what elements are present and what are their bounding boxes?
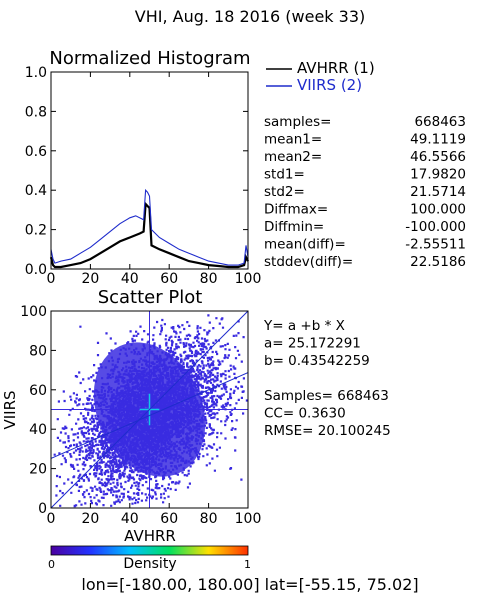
density-colorbar-max-label: 1 — [244, 558, 251, 571]
scatter-x-tick-label: 20 — [81, 511, 99, 527]
regression-text-line: a= 25.172291 — [264, 336, 361, 352]
regression-text-line: Samples= 668463 — [264, 388, 389, 404]
histogram-y-tick-label: 0.2 — [25, 223, 47, 239]
scatter-x-tick-label: 0 — [47, 511, 56, 527]
statistics-block: samples= 668463 mean1= 49.1119 mean2= 46.5566… — [264, 114, 466, 270]
scatter-x-tick-label: 60 — [160, 511, 178, 527]
histogram-x-tick-label: 0 — [47, 271, 56, 287]
histogram-axis-ticks: 0 20 40 60 80 100 0.0 0.2 0.4 0.6 0.8 1.0 — [25, 65, 262, 287]
histogram-x-tick-label: 80 — [200, 271, 218, 287]
stat-value: 49.1119 — [410, 132, 466, 148]
regression-text-line: RMSE= 20.100245 — [264, 423, 391, 439]
scatter-y-tick-label: 0 — [38, 501, 47, 517]
scatter-x-axis-label: AVHRR — [124, 527, 176, 545]
stat-label: mean1= — [264, 132, 322, 148]
histogram-y-tick-label: 0.4 — [25, 183, 47, 199]
density-colorbar-title: Density — [123, 556, 176, 572]
scatter-panel: Scatter Plot 0 20 40 60 80 100 0 20 40 60 80 100 AV… — [1, 287, 261, 545]
legend-viirs-label: VIIRS (2) — [297, 76, 362, 94]
histogram-x-tick-label: 60 — [160, 271, 178, 287]
regression-text-line: b= 0.43542259 — [264, 353, 370, 369]
stat-value: 100.000 — [410, 202, 466, 218]
stat-label: mean2= — [264, 149, 322, 165]
scatter-one-to-one-line — [51, 311, 248, 508]
histogram-panel: Normalized Histogram 0 20 40 60 80 1000.00.20… — [25, 48, 375, 287]
stat-label: mean(diff)= — [264, 237, 346, 253]
density-colorbar-min-label: 0 — [48, 558, 55, 571]
stat-value: -2.55511 — [405, 237, 466, 253]
legend-avhrr-label: AVHRR (1) — [297, 59, 375, 77]
scatter-axis-ticks: 0 20 40 60 80 100 0 20 40 60 80 100 — [20, 304, 261, 527]
figure-title: VHI, Aug. 18 2016 (week 33) — [135, 7, 366, 26]
density-colorbar-gradient — [50, 545, 249, 556]
histogram-series-group — [49, 188, 249, 269]
scatter-y-axis-label: VIIRS — [1, 390, 19, 429]
scatter-title: Scatter Plot — [98, 287, 203, 308]
stat-value: 21.5714 — [410, 184, 466, 200]
scatter-points-group — [51, 311, 248, 508]
stat-label: std2= — [264, 184, 305, 200]
histogram-title: Normalized Histogram — [49, 48, 250, 69]
regression-text-line: Y= a +b * X — [263, 318, 345, 334]
stat-label: stddev(diff)= — [264, 254, 353, 270]
histogram-x-tick-label: 20 — [81, 271, 99, 287]
histogram-y-tick-label: 0.6 — [25, 144, 47, 160]
scatter-x-tick-label: 100 — [235, 511, 262, 527]
stat-label: Diffmax= — [264, 202, 328, 218]
stat-value: 17.9820 — [410, 167, 466, 183]
stat-value: 668463 — [414, 114, 466, 130]
histogram-x-tick-label: 100 — [235, 271, 262, 287]
scatter-y-tick-label: 100 — [20, 304, 47, 320]
histogram-y-tick-label: 1.0 — [25, 65, 47, 81]
stat-value: 46.5566 — [410, 149, 466, 165]
scatter-regression-line — [51, 372, 248, 459]
stat-label: std1= — [264, 167, 305, 183]
histogram-series-line-avhrr — [49, 201, 249, 269]
histogram-y-tick-label: 0.8 — [25, 104, 47, 120]
scatter-y-tick-label: 80 — [29, 343, 47, 359]
scatter-y-tick-label: 60 — [29, 383, 47, 399]
stat-value: 22.5186 — [410, 254, 466, 270]
stat-label: Diffmin= — [264, 219, 324, 235]
histogram-series-line-viirs — [50, 188, 249, 266]
scatter-y-tick-label: 20 — [29, 462, 47, 478]
histogram-x-tick-label: 40 — [121, 271, 139, 287]
footer-lon-lat-range: lon=[-180.00, 180.00] lat=[-55.15, 75.02… — [81, 575, 418, 594]
stat-label: samples= — [264, 114, 331, 130]
histogram-y-tick-label: 0.0 — [25, 262, 47, 278]
scatter-y-tick-label: 40 — [29, 422, 47, 438]
histogram-plot-frame — [50, 71, 249, 270]
stat-value: -100.000 — [405, 219, 466, 235]
regression-text-line: CC= 0.3630 — [264, 406, 346, 422]
scatter-plot-frame — [50, 310, 249, 509]
density-colorbar: 0 Density 1 — [48, 545, 251, 572]
scatter-x-tick-label: 40 — [121, 511, 139, 527]
scatter-x-tick-label: 80 — [200, 511, 218, 527]
